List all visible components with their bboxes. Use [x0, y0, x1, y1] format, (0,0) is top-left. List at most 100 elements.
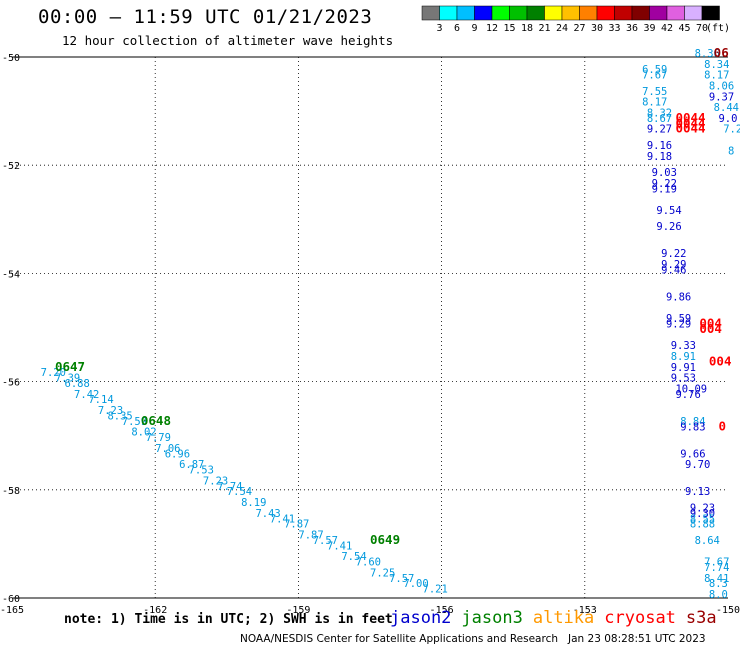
wave-height-label: 9.30 — [690, 508, 715, 520]
wave-height-label: 7.2 — [723, 124, 740, 136]
scale-swatch — [666, 5, 685, 21]
wave-height-label: 8.17 — [642, 97, 667, 109]
y-tick-label: -54 — [2, 269, 20, 280]
satellite-legend-entry: jason2 — [390, 608, 452, 628]
wave-height-label: 7.41 — [270, 513, 295, 525]
wave-height-label: 9.46 — [661, 264, 686, 276]
wave-height-label: 8.64 — [695, 535, 720, 547]
wave-height-label: 9.54 — [656, 205, 681, 217]
scale-swatch — [439, 5, 458, 21]
wave-height-label: 8.67 — [647, 113, 672, 125]
x-tick-label: -150 — [716, 605, 740, 616]
pass-time-label: 004 — [709, 353, 732, 368]
wave-height-label: 8.19 — [241, 497, 266, 509]
wave-height-label: 8.32 — [647, 108, 672, 120]
wave-height-label: 9.03 — [652, 167, 677, 179]
wave-height-label: 9.13 — [685, 486, 710, 498]
wave-height-label: 7.87 — [284, 519, 309, 531]
wave-height-label: 8.91 — [671, 351, 696, 363]
wave-height-label: 7.25 — [370, 567, 395, 579]
scale-swatch — [579, 5, 598, 21]
wave-height-label: 6.88 — [65, 378, 90, 390]
wave-height-label: 9.22 — [652, 178, 677, 190]
wave-height-label: 7.79 — [146, 432, 171, 444]
wave-height-label: 7.53 — [189, 465, 214, 477]
scale-swatch — [701, 5, 720, 21]
wave-height-label: 8.84 — [680, 416, 705, 428]
pass-time-label: 0649 — [370, 532, 400, 547]
satellite-legend: jason2 jason3 altika cryosat s3a — [390, 608, 727, 628]
wave-height-label: 9.23 — [690, 502, 715, 514]
wave-height-label: 6.96 — [165, 448, 190, 460]
wave-height-label: 8.02 — [131, 427, 156, 439]
wave-height-label: 7.14 — [88, 394, 113, 406]
wave-height-label: 8.88 — [690, 519, 715, 531]
scale-label: 9 — [471, 23, 477, 34]
wave-height-label: 8.35 — [107, 410, 132, 422]
scale-swatch — [491, 5, 510, 21]
scale-swatch — [474, 5, 493, 21]
scale-swatch — [631, 5, 650, 21]
wave-height-label: 9.37 — [709, 91, 734, 103]
scale-label: 27 — [573, 23, 585, 34]
wave-height-label: 7.43 — [255, 508, 280, 520]
wave-height-label: 9.76 — [675, 389, 700, 401]
scale-label: 21 — [538, 23, 550, 34]
chart-subtitle: 12 hour collection of altimeter wave hei… — [62, 33, 394, 48]
wave-height-label: 8.0 — [709, 589, 728, 601]
wave-height-label: 7.00 — [403, 578, 428, 590]
pass-time-label: 0647 — [55, 359, 85, 374]
wave-height-label: 7.55 — [642, 86, 667, 98]
wave-height-label: 9.53 — [671, 373, 696, 385]
chart-title: 00:00 – 11:59 UTC 01/21/2023 — [38, 6, 373, 28]
wave-height-label: 9.86 — [666, 291, 691, 303]
x-tick-label: -159 — [286, 605, 310, 616]
wave-height-label: 7.54 — [227, 486, 252, 498]
satellite-legend-entry: cryosat — [604, 608, 676, 628]
pass-time-label: 0044 — [675, 121, 705, 136]
wave-height-label: 7.54 — [341, 551, 366, 563]
x-tick-label: -165 — [0, 605, 24, 616]
scale-label: 45 — [678, 23, 690, 34]
wave-height-label: 9.29 — [661, 259, 686, 271]
wave-height-label: 7.74 — [217, 481, 242, 493]
wave-height-label: 9.66 — [680, 448, 705, 460]
wave-height-label: 8.44 — [714, 102, 739, 114]
scale-label: 6 — [454, 23, 460, 34]
scale-label: 70 — [696, 23, 708, 34]
wave-height-label: 9.27 — [647, 124, 672, 136]
pass-time-label: 0044 — [675, 115, 705, 130]
wave-height-label: 9.33 — [671, 340, 696, 352]
scale-swatch — [509, 5, 528, 21]
scale-label: 42 — [661, 23, 673, 34]
scale-swatch — [526, 5, 545, 21]
wave-height-label: 9.18 — [647, 151, 672, 163]
wave-height-label: 7.57 — [389, 573, 414, 585]
wave-height-label: 7.67 — [642, 70, 667, 82]
wave-height-label: 7.60 — [356, 557, 381, 569]
wave-height-label: 6.59 — [642, 64, 667, 76]
wave-height-label: 9.91 — [671, 362, 696, 374]
scale-label: 18 — [521, 23, 533, 34]
scale-swatch — [561, 5, 580, 21]
pass-time-label: 004 — [699, 316, 722, 331]
satellite-legend-entry: jason3 — [461, 608, 523, 628]
footer-note: note: 1) Time is in UTC; 2) SWH is in fe… — [64, 612, 393, 627]
wave-height-label: 9.29 — [666, 319, 691, 331]
scale-label: 30 — [591, 23, 603, 34]
wave-height-label: 7.67 — [704, 557, 729, 569]
wave-height-label: 7.23 — [203, 475, 228, 487]
satellite-legend-entry: s3a — [685, 608, 717, 628]
y-tick-label: -56 — [2, 378, 20, 389]
y-tick-label: -50 — [2, 53, 20, 64]
x-tick-label: -162 — [143, 605, 167, 616]
scale-label: 15 — [503, 23, 515, 34]
wave-height-label: 7.41 — [327, 540, 352, 552]
wave-height-label: 8.06 — [709, 80, 734, 92]
scale-label: 33 — [608, 23, 620, 34]
pass-time-label: 0044 — [675, 110, 705, 125]
wave-height-label: 9.0 — [718, 113, 737, 125]
wave-height-label: 8.17 — [704, 70, 729, 82]
scale-unit: (ft) — [706, 23, 730, 34]
